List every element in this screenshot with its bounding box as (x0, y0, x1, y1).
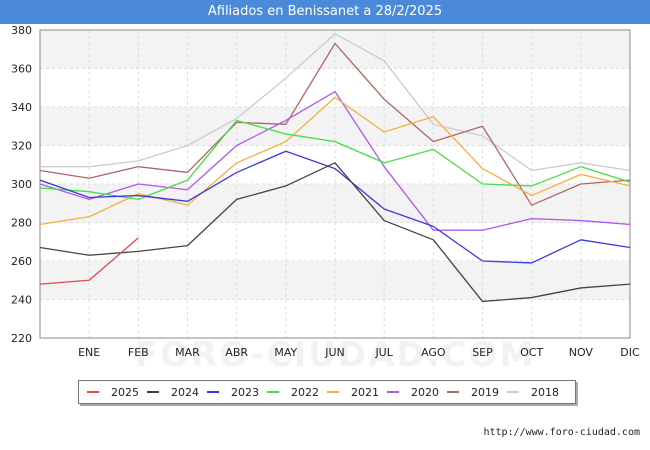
legend-swatch (267, 391, 279, 393)
series-line-2024 (39, 162, 631, 303)
series-line-2021 (39, 96, 631, 226)
x-tick-label: FEB (128, 346, 149, 359)
x-tick-label: ENE (78, 346, 100, 359)
series-line-2019 (39, 42, 631, 206)
x-tick-label: JUL (374, 346, 393, 359)
x-tick-label: SEP (472, 346, 493, 359)
x-tick-label: MAY (274, 346, 297, 359)
x-tick-label: JUN (324, 346, 345, 359)
legend-swatch (87, 391, 99, 393)
y-tick-label: 320 (11, 140, 32, 153)
legend-label: 2019 (471, 385, 499, 399)
legend-item-2022: 2022 (267, 381, 319, 403)
legend-swatch (447, 391, 459, 393)
legend-swatch (327, 391, 339, 393)
x-tick-label: OCT (520, 346, 543, 359)
legend-swatch (507, 391, 519, 393)
title-bar (0, 0, 650, 24)
legend-swatch (147, 391, 159, 393)
x-tick-label: DIC (620, 346, 640, 359)
legend-label: 2021 (351, 385, 379, 399)
series-line-2020 (39, 90, 631, 231)
legend-swatch (207, 391, 219, 393)
legend-item-2021: 2021 (327, 381, 379, 403)
x-tick-label: ABR (225, 346, 248, 359)
legend-label: 2024 (171, 385, 199, 399)
legend: 2025 2024 2023 2022 2021 2020 2019 2018 (78, 380, 576, 404)
series-line-2023 (39, 150, 631, 264)
legend-label: 2022 (291, 385, 319, 399)
x-tick-label: AGO (421, 346, 446, 359)
legend-label: 2018 (531, 385, 559, 399)
series-line-2025 (39, 237, 139, 285)
legend-item-2024: 2024 (147, 381, 199, 403)
source-credit: http://www.foro-ciudad.com (483, 427, 640, 438)
legend-label: 2020 (411, 385, 439, 399)
legend-label: 2023 (231, 385, 259, 399)
series-line-2018 (40, 33, 631, 172)
legend-item-2023: 2023 (207, 381, 259, 403)
plot-band (40, 261, 630, 300)
legend-item-2025: 2025 (87, 381, 139, 403)
y-tick-label: 300 (11, 178, 32, 191)
legend-swatch (387, 391, 399, 393)
y-tick-label: 360 (11, 63, 32, 76)
y-tick-label: 380 (11, 24, 32, 37)
x-tick-label: NOV (569, 346, 594, 359)
y-tick-label: 240 (11, 294, 32, 307)
legend-label: 2025 (111, 385, 139, 399)
legend-item-2020: 2020 (387, 381, 439, 403)
chart-title: Afiliados en Benissanet a 28/2/2025 (207, 4, 443, 19)
legend-item-2019: 2019 (447, 381, 499, 403)
x-tick-label: MAR (175, 346, 200, 359)
watermark: FORO-CIUDAD.COM (135, 335, 536, 375)
y-tick-label: 280 (11, 217, 32, 230)
y-tick-label: 340 (11, 101, 32, 114)
y-tick-label: 260 (11, 255, 32, 268)
y-tick-label: 220 (11, 332, 32, 345)
series-line-2022 (39, 119, 631, 201)
legend-item-2018: 2018 (507, 381, 559, 403)
